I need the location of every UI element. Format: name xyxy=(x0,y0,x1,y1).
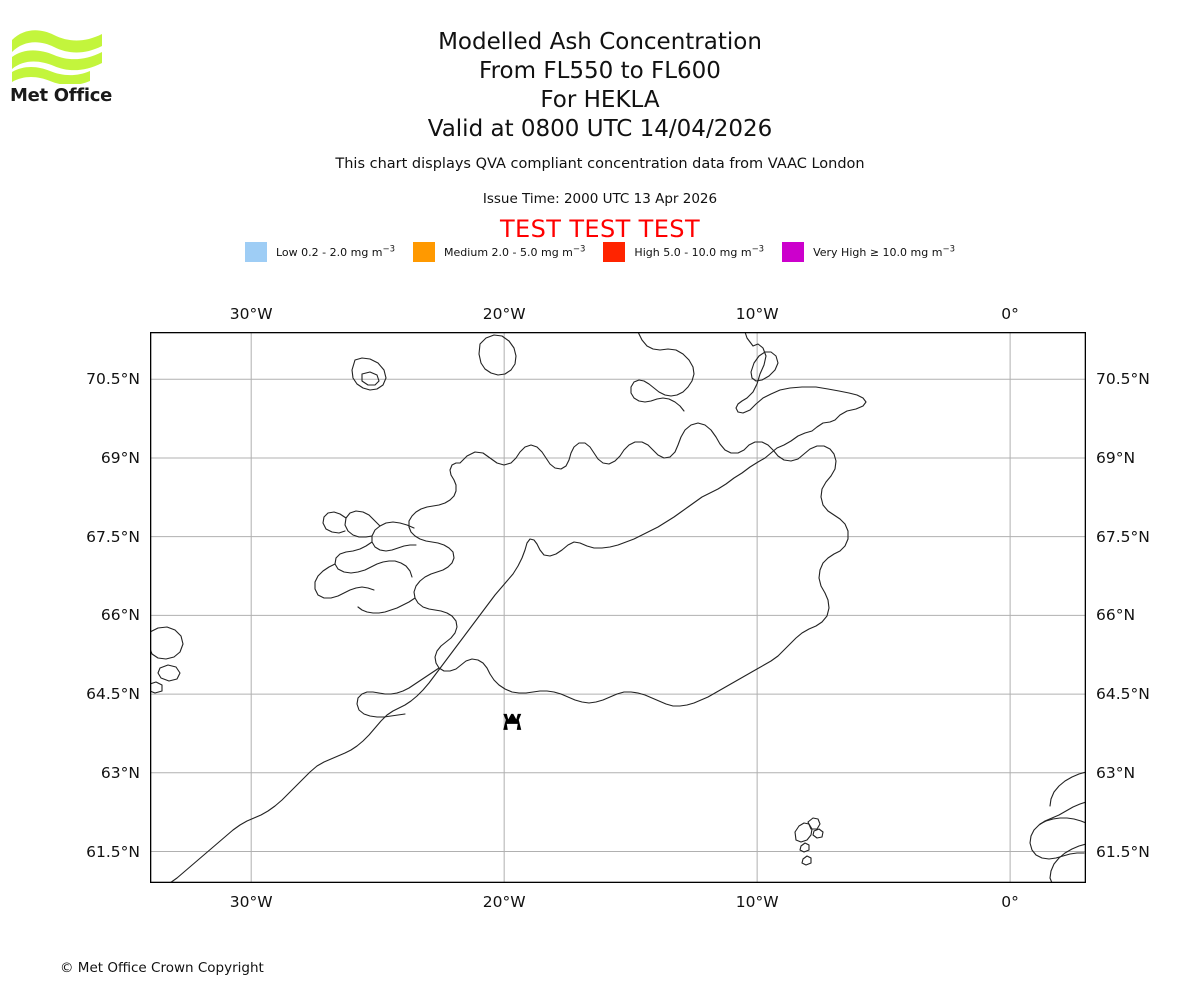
volcano-name-line: For HEKLA xyxy=(540,87,660,113)
volcano-symbol-hekla xyxy=(503,713,522,730)
legend-item-low: Low 0.2 - 2.0 mg m−3 xyxy=(245,242,395,262)
flight-level-line: From FL550 to FL600 xyxy=(479,58,721,84)
lon-tick-top-2: 10°W xyxy=(735,305,779,323)
lon-tick-bottom-0: 30°W xyxy=(229,893,273,911)
legend-label-high: High 5.0 - 10.0 mg m−3 xyxy=(634,243,765,259)
lat-tick-left-6: 61.5°N xyxy=(86,842,140,861)
lat-tick-right-2: 67.5°N xyxy=(1096,527,1150,546)
issue-time: Issue Time: 2000 UTC 13 Apr 2026 xyxy=(482,191,718,207)
lat-tick-right-3: 66°N xyxy=(1096,606,1136,625)
lat-tick-right-0: 70.5°N xyxy=(1096,370,1150,389)
legend-swatch-medium xyxy=(413,242,436,262)
copyright-notice: © Met Office Crown Copyright xyxy=(60,960,264,976)
legend-item-high: High 5.0 - 10.0 mg m−3 xyxy=(603,242,764,262)
lat-tick-left-2: 67.5°N xyxy=(86,527,140,546)
map-panel: 30°W 30°W 20°W 20°W 10°W 10°W 0° 0° 70.5°N 70.5°N… xyxy=(86,305,1150,911)
legend-label-very-high: Very High ≥ 10.0 mg m−3 xyxy=(813,243,955,259)
lat-tick-left-5: 63°N xyxy=(100,763,140,782)
lat-tick-left-4: 64.5°N xyxy=(86,685,140,704)
legend-item-medium: Medium 2.0 - 5.0 mg m−3 xyxy=(413,242,585,262)
valid-time-line: Valid at 0800 UTC 14/04/2026 xyxy=(427,116,773,142)
legend-swatch-low xyxy=(245,242,267,262)
lat-tick-left-3: 66°N xyxy=(100,606,140,625)
page-title: Modelled Ash Concentration xyxy=(438,29,762,55)
lon-tick-bottom-2: 10°W xyxy=(735,893,779,911)
coastlines xyxy=(150,332,1086,883)
legend-swatch-high xyxy=(603,242,626,262)
legend-label-low: Low 0.2 - 2.0 mg m−3 xyxy=(276,243,396,259)
lat-tick-right-1: 69°N xyxy=(1096,448,1136,467)
met-office-logo: Met Office xyxy=(10,24,130,106)
legend-label-medium: Medium 2.0 - 5.0 mg m−3 xyxy=(444,243,586,259)
qva-subtitle: This chart displays QVA compliant concen… xyxy=(335,156,865,172)
concentration-legend: Low 0.2 - 2.0 mg m−3 Medium 2.0 - 5.0 mg … xyxy=(0,242,1200,262)
volcano-marker-hekla xyxy=(503,713,522,730)
lon-tick-top-0: 30°W xyxy=(229,305,273,323)
lat-tick-left-0: 70.5°N xyxy=(86,370,140,389)
lat-tick-right-6: 61.5°N xyxy=(1096,842,1150,861)
ash-concentration-map xyxy=(150,332,1086,883)
legend-item-very-high: Very High ≥ 10.0 mg m−3 xyxy=(782,242,955,262)
map-frame xyxy=(150,332,1086,883)
lon-tick-bottom-3: 0° xyxy=(1001,893,1019,911)
legend-swatch-very-high xyxy=(782,242,805,262)
lat-tick-left-1: 69°N xyxy=(100,448,140,467)
met-office-wordmark: Met Office xyxy=(10,85,113,106)
chart-title-block: Modelled Ash Concentration From FL550 to… xyxy=(0,28,1200,144)
lon-tick-bottom-1: 20°W xyxy=(482,893,526,911)
lon-tick-top-3: 0° xyxy=(1001,305,1019,323)
lat-tick-right-4: 64.5°N xyxy=(1096,685,1150,704)
lon-tick-top-1: 20°W xyxy=(482,305,526,323)
test-banner: TEST TEST TEST xyxy=(499,215,700,243)
map-background xyxy=(150,332,1086,883)
lat-tick-right-5: 63°N xyxy=(1096,763,1136,782)
met-office-wave-mark xyxy=(12,30,102,84)
